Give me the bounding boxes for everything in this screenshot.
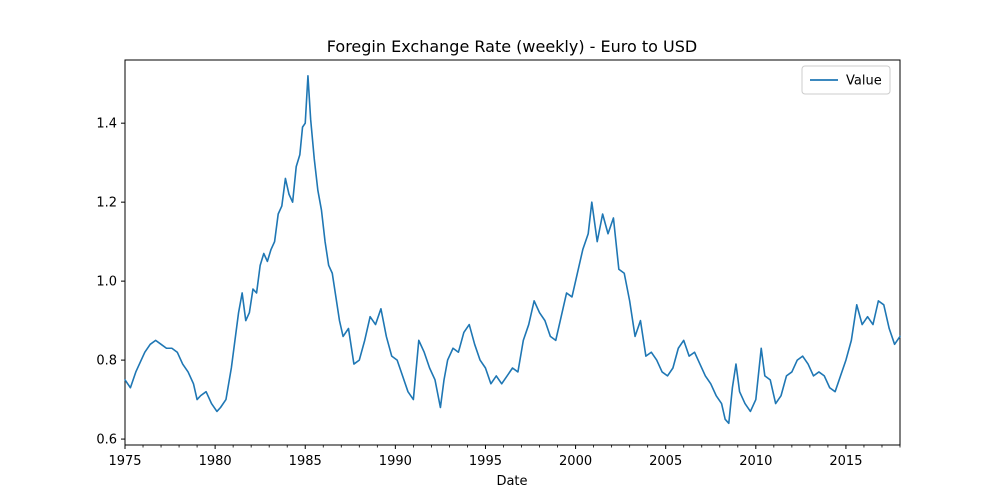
axes-layer: 1975 1980 1985 1990 1995 2000 2005 2010 2015 0.6 0… [96, 117, 901, 469]
x-tick-label: 1975 [108, 454, 141, 469]
series-line-value [124, 74, 901, 425]
y-tick-label: 0.8 [96, 354, 117, 369]
x-tick-label: 1980 [199, 454, 232, 469]
legend-label: Value [846, 74, 882, 89]
y-tick-label: 1.0 [96, 275, 117, 290]
y-tick-label: 1.4 [96, 117, 117, 132]
chart-title: Foregin Exchange Rate (weekly) - Euro to… [327, 37, 697, 56]
x-tick-label: 2005 [649, 454, 682, 469]
x-tick-label: 2010 [739, 454, 772, 469]
y-tick-label: 1.2 [96, 196, 117, 211]
x-tick-label: 2000 [559, 454, 592, 469]
legend: Value [801, 65, 891, 95]
x-axis-label: Date [496, 474, 527, 489]
x-tick-label: 1995 [469, 454, 502, 469]
legend-box [801, 65, 891, 95]
axes-frame [124, 59, 901, 446]
y-tick-label: 0.6 [96, 433, 117, 448]
x-tick-label: 2015 [829, 454, 862, 469]
x-tick-label: 1985 [289, 454, 322, 469]
x-tick-label: 1990 [379, 454, 412, 469]
series-layer [124, 74, 901, 425]
plot-area [124, 59, 901, 446]
